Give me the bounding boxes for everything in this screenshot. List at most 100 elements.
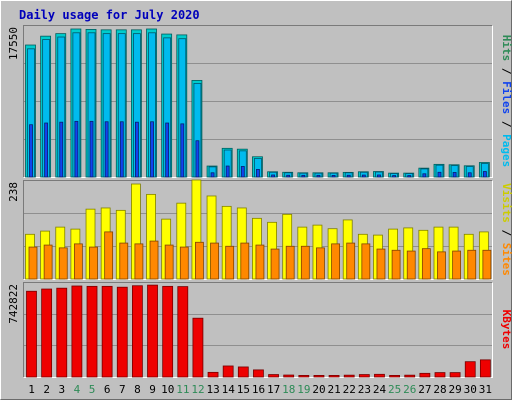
max-label-hits-files-pages: 17550: [7, 27, 20, 60]
bar-sites-day-27: [421, 248, 431, 280]
bar-sites-day-7: [119, 242, 129, 280]
day-label-1: 1: [28, 383, 35, 396]
day-label-2: 2: [43, 383, 50, 396]
legend-kbytes: KBytes: [500, 310, 512, 350]
legend-separator: /: [500, 61, 512, 81]
bar-kbytes-day-26: [404, 374, 416, 378]
bar-kbytes-day-25: [389, 375, 400, 378]
bar-kbytes-day-5: [86, 285, 98, 378]
bar-files-day-11: [180, 123, 185, 178]
legend-separator: /: [500, 223, 512, 243]
legend-entry-files: Files: [500, 81, 512, 114]
bar-kbytes-day-10: [162, 285, 174, 378]
bar-files-day-25: [392, 175, 396, 178]
bar-files-day-4: [74, 120, 79, 178]
bar-kbytes-day-21: [328, 375, 340, 378]
day-label-26: 26: [403, 383, 416, 396]
bar-sites-day-4: [73, 243, 83, 280]
bar-files-day-28: [437, 171, 442, 178]
day-label-30: 30: [464, 383, 477, 396]
bar-kbytes-day-28: [434, 372, 446, 378]
day-label-25: 25: [388, 383, 401, 396]
legend-entry-hits: Hits: [500, 35, 512, 62]
bar-files-day-7: [119, 121, 124, 178]
day-label-22: 22: [343, 383, 356, 396]
bar-kbytes-day-14: [222, 365, 234, 378]
day-label-15: 15: [237, 383, 250, 396]
legend-entry-visits: Visits: [500, 183, 512, 223]
day-label-8: 8: [134, 383, 141, 396]
bar-files-day-1: [29, 124, 33, 178]
day-label-4: 4: [74, 383, 81, 396]
bar-sites-day-12: [195, 241, 204, 280]
day-label-18: 18: [282, 383, 295, 396]
day-label-6: 6: [104, 383, 111, 396]
bar-sites-day-11: [179, 246, 189, 280]
bar-sites-day-2: [43, 244, 53, 280]
bar-files-day-17: [271, 174, 275, 178]
day-label-19: 19: [297, 383, 310, 396]
legend-entry-pages: Pages: [500, 134, 512, 167]
legend-entry-sites: Sites: [500, 243, 512, 276]
bar-files-day-27: [422, 173, 427, 178]
day-label-12: 12: [191, 383, 204, 396]
bar-files-day-29: [452, 172, 457, 178]
bar-files-day-8: [135, 121, 139, 178]
max-label-kbytes: 742822: [7, 284, 20, 324]
bar-kbytes-day-16: [253, 369, 264, 378]
panel-shadow-edge: [23, 25, 493, 178]
panel-area: [23, 282, 492, 377]
day-label-28: 28: [433, 383, 446, 396]
bar-files-day-16: [256, 169, 260, 178]
legend-separator: /: [500, 114, 512, 134]
bar-sites-day-24: [376, 248, 386, 280]
day-label-29: 29: [449, 383, 462, 396]
bar-sites-day-3: [58, 247, 68, 280]
panel-kbytes: 742822 KBytes: [7, 282, 512, 378]
day-label-24: 24: [373, 383, 387, 396]
panel-visits-sites: 238 Visits / Sites: [7, 179, 512, 280]
bar-kbytes-day-30: [464, 361, 476, 378]
day-label-5: 5: [89, 383, 96, 396]
bar-files-day-22: [346, 174, 351, 178]
bar-kbytes-day-31: [479, 359, 491, 378]
bar-sites-day-6: [104, 231, 114, 280]
day-label-3: 3: [59, 383, 66, 396]
bar-kbytes-day-9: [147, 284, 158, 378]
panel-highlight-edge: [23, 25, 493, 178]
bar-sites-day-26: [406, 250, 416, 280]
bar-files-day-26: [407, 175, 412, 178]
bar-kbytes-day-19: [298, 375, 310, 378]
bar-kbytes-day-6: [101, 285, 113, 378]
bar-sites-day-22: [346, 242, 356, 280]
bar-sites-day-23: [361, 243, 371, 280]
bar-sites-day-5: [89, 246, 98, 280]
chart-title: Daily usage for July 2020: [19, 8, 200, 22]
bar-kbytes-day-23: [358, 374, 370, 378]
day-label-13: 13: [206, 383, 219, 396]
day-label-14: 14: [222, 383, 236, 396]
day-label-27: 27: [418, 383, 431, 396]
bar-files-day-6: [104, 121, 109, 178]
bar-sites-day-9: [149, 240, 159, 280]
bar-sites-day-25: [391, 249, 401, 280]
panel-highlight-edge: [23, 282, 493, 378]
bar-kbytes-day-13: [207, 371, 219, 378]
bar-files-day-5: [89, 120, 94, 178]
bar-sites-day-29: [452, 250, 462, 280]
bar-kbytes-day-1: [26, 290, 37, 378]
panel-shadow-edge: [23, 282, 493, 378]
day-label-31: 31: [479, 383, 492, 396]
bar-files-day-31: [482, 171, 487, 178]
day-label-11: 11: [176, 383, 189, 396]
bar-sites-day-14: [225, 245, 235, 280]
bar-files-day-14: [225, 165, 230, 178]
legend-entry-kbytes: KBytes: [500, 310, 512, 350]
bar-sites-day-30: [467, 249, 477, 280]
bar-sites-day-16: [255, 244, 265, 280]
bar-kbytes-day-20: [313, 375, 325, 378]
bar-kbytes-day-12: [192, 317, 204, 378]
